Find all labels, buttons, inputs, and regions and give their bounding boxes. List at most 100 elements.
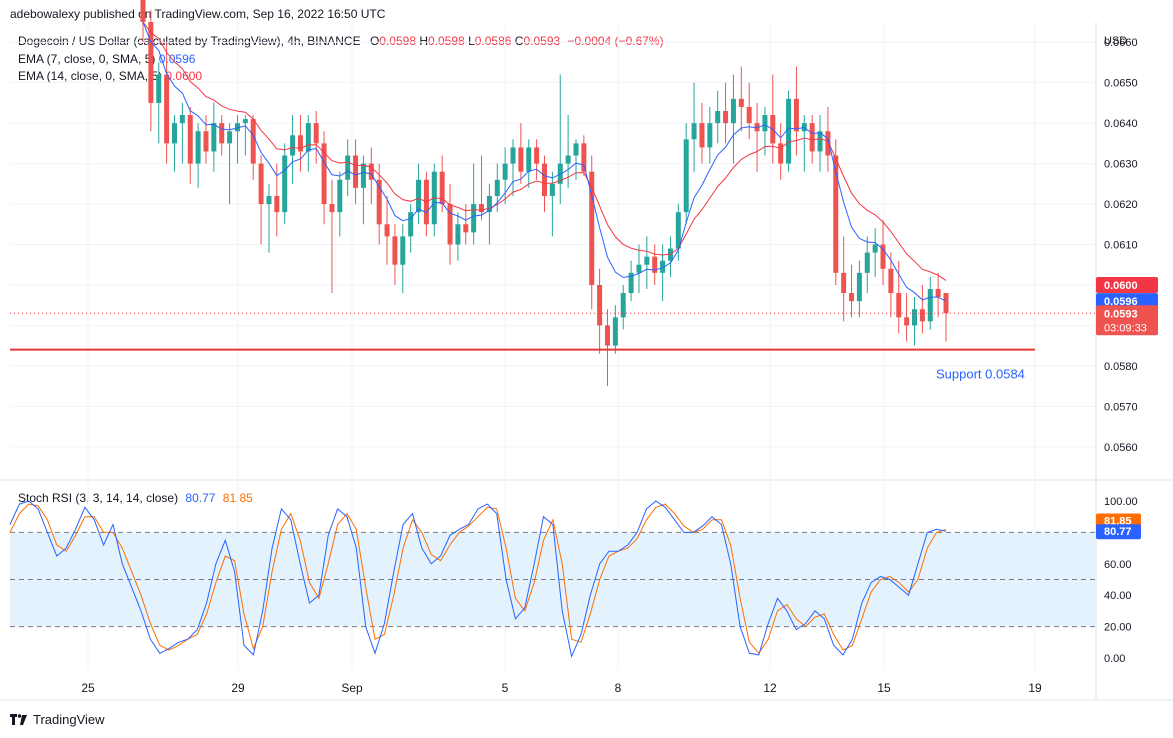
currency-label: USD xyxy=(1104,35,1127,47)
candle-body xyxy=(258,163,264,205)
candle-body xyxy=(234,123,240,132)
candle-body xyxy=(896,293,902,318)
candle-body xyxy=(825,131,831,156)
candle-body xyxy=(518,147,524,172)
candle-body xyxy=(195,131,201,164)
candle-body xyxy=(912,309,918,326)
candle-body xyxy=(904,317,910,326)
stoch-k-badge-text: 80.77 xyxy=(1104,526,1132,538)
candle-body xyxy=(510,147,516,164)
candle-body xyxy=(833,155,839,273)
candle-body xyxy=(549,183,555,196)
candle-body xyxy=(943,293,949,314)
ohlc-close-label: C xyxy=(514,34,524,48)
candle-body xyxy=(408,212,414,237)
time-tick-label: 12 xyxy=(763,681,777,695)
time-tick-label: 19 xyxy=(1028,681,1042,695)
candle-body xyxy=(589,171,595,285)
ema14-value: 0.0600 xyxy=(165,69,203,83)
candle-body xyxy=(140,0,146,22)
candle-body xyxy=(471,204,477,233)
ohlc-open: 0.0598 xyxy=(379,34,416,48)
price-tick-label: 0.0560 xyxy=(1104,442,1138,454)
ema7-label: EMA (7, close, 0, SMA, 5) xyxy=(18,52,156,66)
candle-body xyxy=(534,147,540,164)
price-tick-label: 0.0570 xyxy=(1104,401,1138,413)
candle-body xyxy=(778,143,784,164)
ema14-price-badge-bg xyxy=(1096,276,1158,293)
stoch-tick-label: 60.00 xyxy=(1104,559,1132,571)
price-tick-label: 0.0630 xyxy=(1104,159,1138,171)
candle-body xyxy=(715,111,721,124)
candle-body xyxy=(856,272,862,302)
candle-body xyxy=(935,289,941,298)
candle-body xyxy=(384,224,390,237)
last-price-badge-text: 03:09:33 xyxy=(1104,322,1147,334)
candle-body xyxy=(786,98,792,164)
price-tick-label: 0.0640 xyxy=(1104,118,1138,130)
ema7-value: 0.0596 xyxy=(158,52,196,66)
candle-body xyxy=(644,256,650,265)
candle-body xyxy=(707,123,713,148)
candle-body xyxy=(353,155,359,188)
symbol-title: Dogecoin / US Dollar (calculated by Trad… xyxy=(18,34,361,48)
price-tick-label: 0.0610 xyxy=(1104,240,1138,252)
ema7-line xyxy=(142,21,947,302)
candle-body xyxy=(565,155,571,164)
stoch-tick-label: 100.00 xyxy=(1104,496,1138,508)
ema14-line xyxy=(142,21,947,281)
candle-body xyxy=(612,317,618,346)
candle-body xyxy=(187,115,193,164)
ohlc-change: −0.0004 (−0.67%) xyxy=(567,34,664,48)
candle-body xyxy=(219,123,225,144)
stoch-k-value: 80.77 xyxy=(185,491,216,505)
candle-body xyxy=(683,139,689,213)
candle-body xyxy=(691,123,697,140)
candle-body xyxy=(148,22,154,103)
candle-body xyxy=(628,272,634,294)
candle-body xyxy=(297,135,303,152)
candle-body xyxy=(360,163,366,188)
ohlc-close: 0.0593 xyxy=(523,34,561,48)
time-tick-label: 8 xyxy=(615,681,622,695)
time-tick-label: 29 xyxy=(231,681,245,695)
candle-body xyxy=(211,123,217,152)
ohlc-low: 0.0586 xyxy=(474,34,512,48)
candle-body xyxy=(486,195,492,213)
candle-body xyxy=(872,244,878,253)
tradingview-brand: TradingView xyxy=(10,712,105,727)
ema7-price-badge-text: 0.0596 xyxy=(1104,296,1138,308)
candle-body xyxy=(675,212,681,249)
brand-name: TradingView xyxy=(33,712,105,727)
candle-body xyxy=(345,155,351,180)
legend-symbol-row: Dogecoin / US Dollar (calculated by Trad… xyxy=(18,33,664,49)
candle-body xyxy=(242,119,248,124)
candle-body xyxy=(793,98,799,132)
candle-body xyxy=(290,135,296,156)
candle-body xyxy=(250,119,256,164)
candle-body xyxy=(841,272,847,294)
candle-body xyxy=(321,143,327,205)
candle-body xyxy=(494,179,500,196)
candle-body xyxy=(699,123,705,148)
candle-body xyxy=(888,268,894,294)
candle-body xyxy=(573,143,579,156)
candle-body xyxy=(447,204,453,245)
ema14-label: EMA (14, close, 0, SMA, 5) xyxy=(18,69,163,83)
stoch-k-badge-bg xyxy=(1096,524,1141,540)
candle-body xyxy=(919,309,925,322)
stoch-tick-label: 20.00 xyxy=(1104,622,1132,634)
candle-body xyxy=(817,131,823,152)
candle-body xyxy=(164,74,170,144)
candle-body xyxy=(581,143,587,172)
ema14-price-badge-text: 0.0600 xyxy=(1104,280,1138,292)
legend-ema7-row: EMA (7, close, 0, SMA, 5) 0.0596 xyxy=(18,51,195,67)
candle-body xyxy=(652,256,658,273)
time-tick-label: Sep xyxy=(341,681,363,695)
candle-body xyxy=(179,115,185,124)
candle-body xyxy=(809,123,815,152)
candle-body xyxy=(880,244,886,269)
time-tick-label: 25 xyxy=(81,681,95,695)
candle-body xyxy=(329,204,335,213)
